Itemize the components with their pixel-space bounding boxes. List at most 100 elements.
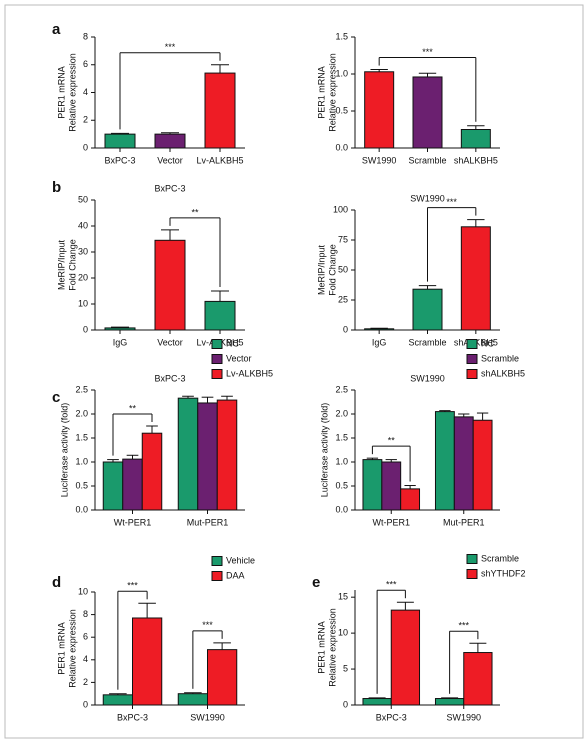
y-tick-label: 40 (78, 220, 88, 230)
y-tick-label: 20 (78, 272, 88, 282)
y-tick-label: 8 (83, 31, 88, 41)
y-axis-label: Relative expression (67, 609, 77, 688)
x-tick-label: shALKBH5 (454, 155, 498, 165)
y-axis-label: Relative expression (67, 53, 77, 132)
bar (132, 617, 163, 706)
bar (154, 133, 186, 149)
x-tick-label: IgG (372, 337, 387, 347)
bar (122, 458, 143, 511)
bar (381, 461, 402, 511)
y-tick-label: 0.0 (335, 504, 348, 514)
y-axis-label: Fold Change (67, 239, 77, 291)
y-tick-label: 2.5 (75, 384, 88, 394)
legend-label: Vector (226, 353, 252, 363)
bar (364, 328, 395, 331)
significance: *** (386, 580, 397, 590)
bar (102, 461, 124, 511)
y-tick-label: 50 (338, 264, 348, 274)
legend-label: Lv-ALKBH5 (226, 368, 273, 378)
y-tick-label: 2.0 (75, 408, 88, 418)
y-tick-label: 0 (343, 324, 348, 334)
frame (4, 4, 584, 739)
y-axis-label: PER1 mRNA (56, 622, 66, 675)
x-tick-label: Vector (157, 337, 183, 347)
y-tick-label: 1.0 (75, 456, 88, 466)
y-tick-label: 1.0 (335, 68, 348, 78)
bar (104, 327, 136, 331)
y-tick-label: 2 (83, 115, 88, 125)
y-tick-label: 0.0 (75, 504, 88, 514)
legend-label: NC (226, 338, 239, 348)
bar (154, 239, 186, 331)
y-axis-label: MeRIP/Input (56, 239, 66, 290)
bar (207, 649, 238, 706)
panel-label: b (52, 179, 61, 196)
bar (472, 419, 493, 511)
y-tick-label: 25 (338, 294, 348, 304)
bar (216, 399, 238, 511)
x-tick-label: Vector (157, 155, 183, 165)
panel-label: c (52, 389, 60, 406)
legend-label: Scramble (481, 553, 519, 563)
x-tick-label: SW1990 (446, 712, 481, 722)
legend-swatch (466, 354, 478, 364)
significance: *** (458, 621, 469, 631)
y-axis-label: PER1 mRNA (316, 621, 326, 674)
y-tick-label: 0.0 (335, 142, 348, 152)
bar (390, 609, 421, 706)
panel-label: e (312, 574, 320, 591)
y-tick-label: 2.0 (335, 408, 348, 418)
bar (460, 129, 491, 149)
y-axis-label: MeRIP/Input (316, 244, 326, 295)
bar (204, 300, 236, 331)
significance: *** (165, 42, 176, 52)
y-axis-label: Luciferase activity (fold) (319, 403, 329, 498)
legend-swatch (211, 339, 223, 349)
y-tick-label: 1.0 (335, 456, 348, 466)
y-axis-label: Luciferase activity (fold) (59, 403, 69, 498)
significance: *** (202, 620, 213, 630)
chart-title: BxPC-3 (154, 373, 185, 383)
bar (197, 402, 218, 511)
y-tick-label: 6 (83, 632, 88, 642)
y-tick-label: 0 (83, 699, 88, 709)
significance: *** (422, 47, 433, 57)
x-tick-label: Mut-PER1 (443, 517, 485, 527)
significance: *** (446, 197, 457, 207)
legend-label: DAA (226, 570, 245, 580)
legend-swatch (211, 556, 223, 566)
y-tick-label: 4 (83, 654, 88, 664)
y-tick-label: 15 (338, 592, 348, 602)
bar (141, 432, 163, 511)
chart-title: BxPC-3 (154, 183, 185, 193)
y-axis-label: PER1 mRNA (316, 66, 326, 119)
y-tick-label: 10 (338, 628, 348, 638)
bar (177, 693, 208, 706)
chart-title: SW1990 (410, 193, 445, 203)
y-tick-label: 1.5 (335, 432, 348, 442)
y-axis-label: PER1 mRNA (56, 66, 66, 119)
y-tick-label: 2 (83, 677, 88, 687)
bar (460, 226, 491, 331)
y-axis-label: Fold Change (327, 244, 337, 296)
bar (400, 488, 421, 511)
significance: ** (129, 403, 137, 413)
legend-label: Scramble (481, 353, 519, 363)
y-tick-label: 1.5 (75, 432, 88, 442)
bar (362, 698, 392, 706)
y-tick-label: 0.5 (75, 480, 88, 490)
x-tick-label: SW1990 (190, 712, 225, 722)
bar (412, 76, 443, 149)
x-tick-label: SW1990 (362, 155, 397, 165)
legend-label: shYTHDF2 (481, 568, 526, 578)
y-tick-label: 8 (83, 609, 88, 619)
legend-swatch (466, 569, 478, 579)
panel-label: d (52, 574, 61, 591)
bar (364, 71, 395, 149)
legend-swatch (466, 554, 478, 564)
legend-swatch (211, 571, 223, 581)
x-tick-label: BxPC-3 (117, 712, 148, 722)
x-tick-label: IgG (113, 337, 128, 347)
significance: ** (191, 207, 199, 217)
significance: *** (127, 581, 138, 591)
